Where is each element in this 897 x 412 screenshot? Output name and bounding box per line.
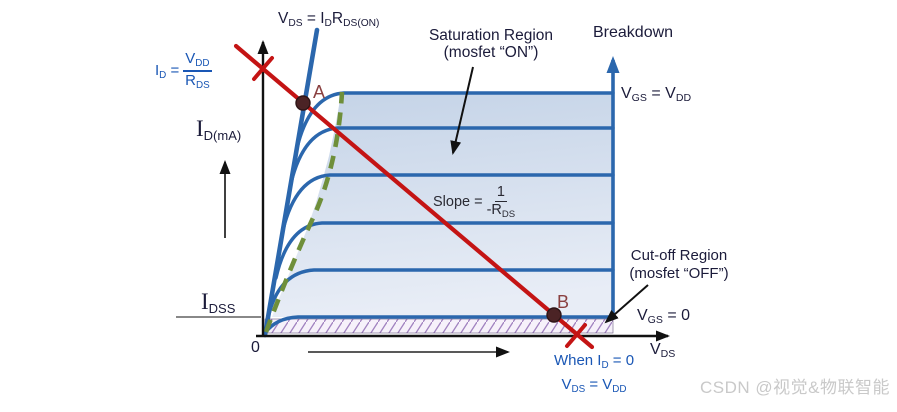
cutoff-region-label: Cut-off Region (mosfet “OFF”) [629,247,729,282]
id-intercept-equation-label: ID = VDD RDS [155,50,212,92]
slope-label: Slope = 1 -RDS [433,184,516,220]
id-axis-label: ID(mA) [196,116,242,143]
ohmic-line-equation-label: VDS = IDRDS(ON) [278,10,380,30]
saturation-annotation-arrow [450,66,474,155]
ohmic-region-line [262,27,320,338]
vgs-zero-label: VGS = 0 [637,307,691,327]
idss-label: IDSS [201,289,236,316]
watermark: CSDN @视觉&物联智能 [700,378,890,397]
origin-label: 0 [251,339,260,356]
vds-axis-label: VDS [650,341,676,361]
load-line [233,43,595,350]
vgs-vdd-label: VGS = VDD [621,85,692,105]
breakdown-label: Breakdown [593,24,674,41]
point-b-label: B [557,292,570,312]
cutoff-annotation-arrow [604,284,649,324]
pinchoff-boundary-dashed [263,91,345,333]
saturation-region-label: Saturation Region (mosfet “ON”) [428,27,554,61]
load-line-x-intercept-label: When ID = 0 VDS = VDD [553,352,635,395]
point-a-label: A [313,82,326,102]
point-a-dot [295,95,311,111]
point-b-dot [546,307,562,323]
